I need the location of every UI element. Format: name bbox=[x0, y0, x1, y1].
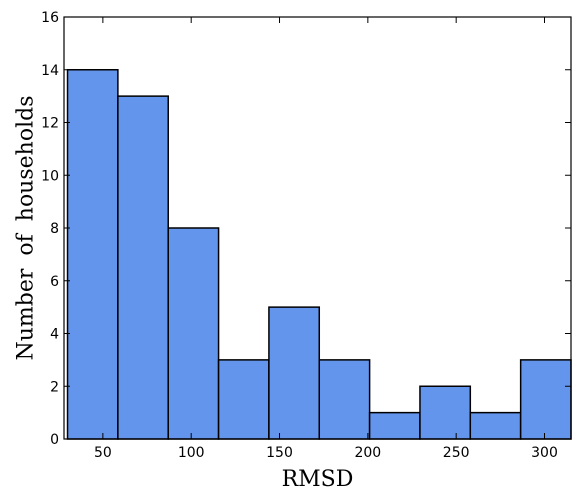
y-tick-label-6: 6 bbox=[50, 274, 59, 290]
x-tick-label-300: 300 bbox=[531, 445, 558, 461]
y-tick-label-14: 14 bbox=[41, 63, 59, 79]
histogram-bar-8 bbox=[419, 385, 472, 440]
y-tick-label-4: 4 bbox=[50, 327, 59, 343]
plot-frame bbox=[63, 16, 572, 440]
histogram-bar-1 bbox=[66, 69, 119, 440]
histogram-bar-3 bbox=[167, 227, 220, 440]
y-tick-label-0: 0 bbox=[50, 432, 59, 448]
x-axis-label: RMSD bbox=[282, 467, 354, 492]
x-tick-label-100: 100 bbox=[178, 445, 205, 461]
y-tick-label-8: 8 bbox=[50, 221, 59, 237]
y-tick-label-12: 12 bbox=[41, 116, 59, 132]
histogram-bar-10 bbox=[519, 359, 572, 440]
y-tick-label-16: 16 bbox=[41, 10, 59, 26]
tick-labels: 50 100 150 200 250 300 0 2 4 6 8 10 12 14 16 bbox=[41, 10, 558, 461]
y-tick-label-2: 2 bbox=[50, 379, 59, 395]
y-axis-label: Number of households bbox=[14, 96, 39, 361]
y-tick-label-10: 10 bbox=[41, 168, 59, 184]
histogram-bar-9 bbox=[469, 411, 522, 440]
histogram-bar-7 bbox=[368, 411, 421, 440]
x-tick-label-250: 250 bbox=[443, 445, 470, 461]
x-tick-label-150: 150 bbox=[266, 445, 293, 461]
x-tick-label-50: 50 bbox=[94, 445, 112, 461]
bars bbox=[66, 69, 572, 440]
histogram-bar-6 bbox=[318, 359, 371, 440]
x-tick-label-200: 200 bbox=[354, 445, 381, 461]
histogram-bar-5 bbox=[268, 306, 321, 440]
histogram-bar-2 bbox=[117, 95, 169, 440]
histogram-bar-4 bbox=[217, 359, 270, 440]
